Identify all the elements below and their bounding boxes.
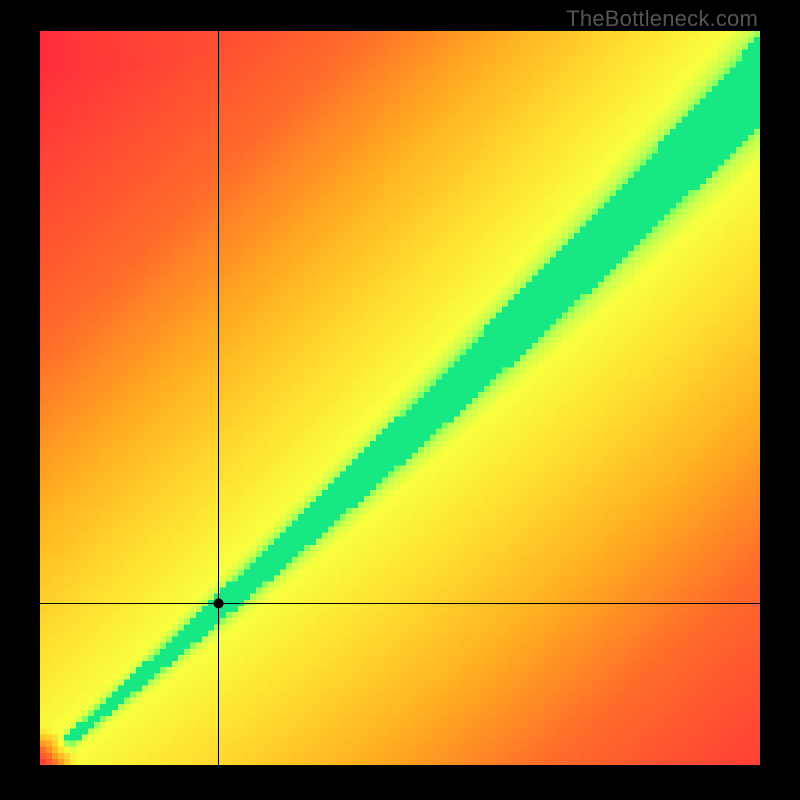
watermark-text: TheBottleneck.com — [566, 6, 758, 32]
crosshair-marker — [40, 31, 760, 765]
bottleneck-heatmap — [40, 31, 760, 765]
